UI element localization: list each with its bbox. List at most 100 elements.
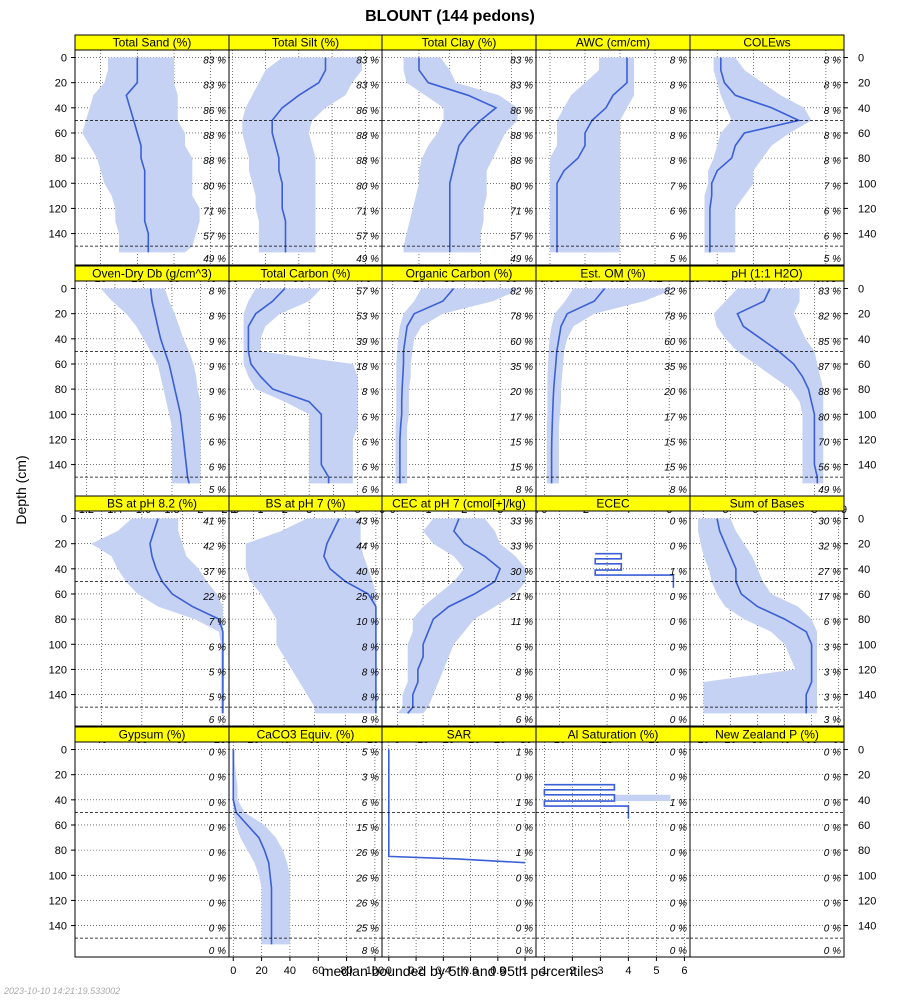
pct-label: 57 % <box>203 232 226 243</box>
pct-label: 41 % <box>203 517 226 528</box>
y-tick-label: 140 <box>49 229 67 241</box>
strip-label: Oven-Dry Db (g/cm^3) <box>92 267 212 281</box>
grid <box>536 742 690 957</box>
percentile-band <box>388 749 526 863</box>
panel-frame <box>535 510 691 727</box>
pct-label: 20 % <box>663 387 687 398</box>
pct-label: 1 % <box>670 567 687 578</box>
percentile-band <box>395 288 522 484</box>
y-tick-label: 40 <box>858 564 870 576</box>
pct-label: 0 % <box>209 946 226 957</box>
pct-label: 88 % <box>356 156 379 167</box>
percentile-band <box>704 57 812 253</box>
pct-label: 49 % <box>818 485 841 496</box>
pct-label: 39 % <box>356 337 379 348</box>
pct-label: 0 % <box>670 667 687 678</box>
panel-frame <box>381 741 537 958</box>
pct-label: 0 % <box>824 798 841 809</box>
pct-label: 57 % <box>510 232 533 243</box>
pct-label: 5 % <box>209 485 226 496</box>
pct-label: 5 % <box>209 693 226 704</box>
pct-label: 40 % <box>356 567 379 578</box>
pct-label: 6 % <box>209 715 226 726</box>
x-tick-label: 20 <box>255 965 267 977</box>
pct-label: 6 % <box>362 437 379 448</box>
pct-label: 49 % <box>510 254 533 265</box>
pct-label: 80 % <box>356 181 379 192</box>
strip-label: Gypsum (%) <box>119 728 186 742</box>
series <box>100 288 201 484</box>
strip-label: CEC at pH 7 (cmol[+]/kg) <box>392 497 526 511</box>
pct-label: 5 % <box>362 748 379 759</box>
median-line <box>232 749 273 945</box>
y-tick-label: 40 <box>55 564 67 576</box>
percentile-band <box>233 749 290 945</box>
strip-label: Total Sand (%) <box>113 36 192 50</box>
percentile-band <box>698 518 817 714</box>
pct-label: 17 % <box>664 412 687 423</box>
panel: BS at pH 8.2 (%) 41 % 42 % 37 % 22 % 7 % 6 % 5 … <box>49 495 232 746</box>
strip-label: Est. OM (%) <box>580 267 645 281</box>
y-tick-label: 60 <box>858 359 870 371</box>
series <box>403 57 518 253</box>
grid <box>382 742 536 957</box>
timestamp: 2023-10-10 14:21:19.533002 <box>3 986 120 996</box>
pct-label: 0 % <box>209 823 226 834</box>
pct-label: 0 % <box>824 773 841 784</box>
median-line <box>271 57 327 253</box>
percentile-band <box>100 288 201 484</box>
pct-label: 56 % <box>818 463 841 474</box>
pct-label: 22 % <box>202 592 226 603</box>
pct-label: 0 % <box>824 898 841 909</box>
y-tick-label: 60 <box>858 589 870 601</box>
pct-label: 15 % <box>356 823 379 834</box>
strip-label: New Zealand P (%) <box>715 728 819 742</box>
pct-label: 82 % <box>818 312 841 323</box>
pct-label: 8 % <box>516 693 533 704</box>
panel: BS at pH 7 (%) 43 % 44 % 40 % 25 % 10 % 8 % 8 %… <box>228 495 385 746</box>
grid <box>536 511 690 726</box>
pct-label: 3 % <box>362 773 379 784</box>
percentile-band <box>403 57 518 253</box>
percentile-band <box>713 288 824 484</box>
pct-label: 88 % <box>818 387 841 398</box>
pct-label: 80 % <box>818 412 841 423</box>
panel-grid: Total Sand (%) 83 % 83 % 86 % 88 % 88 % 80 % 71… <box>49 34 876 977</box>
panel-frame <box>535 741 691 958</box>
strip-label: CaCO3 Equiv. (%) <box>257 728 355 742</box>
strip-label: Total Silt (%) <box>272 36 339 50</box>
pct-label: 6 % <box>209 412 226 423</box>
pct-label: 0 % <box>670 848 687 859</box>
y-tick-label: 140 <box>49 690 67 702</box>
pct-label: 6 % <box>209 463 226 474</box>
panel: Organic Carbon (%) 82 % 78 % 60 % 35 % 20 % 17… <box>381 265 539 516</box>
pct-label: 15 % <box>510 437 533 448</box>
pct-label: 83 % <box>356 81 379 92</box>
series <box>388 749 526 864</box>
series <box>594 552 675 588</box>
pct-label: 0 % <box>209 898 226 909</box>
y-tick-label: 40 <box>858 103 870 115</box>
x-tick-label: 1 <box>522 965 528 977</box>
y-tick-label: 20 <box>55 309 67 321</box>
strip-label: BS at pH 8.2 (%) <box>107 497 197 511</box>
y-tick-label: 0 <box>61 53 67 65</box>
pct-label: 78 % <box>664 312 687 323</box>
x-tick-label: 2 <box>569 965 575 977</box>
pct-label: 0 % <box>516 898 533 909</box>
y-tick-label: 60 <box>55 589 67 601</box>
median-line <box>399 287 455 484</box>
strip-label: BS at pH 7 (%) <box>265 497 345 511</box>
pct-label: 6 % <box>824 617 841 628</box>
pct-label: 15 % <box>510 463 533 474</box>
pct-label: 8 % <box>362 715 379 726</box>
pct-label: 3 % <box>824 715 841 726</box>
pct-label: 8 % <box>824 156 841 167</box>
strip-label: Organic Carbon (%) <box>406 267 513 281</box>
pct-label: 17 % <box>818 592 841 603</box>
strip-label: Sum of Bases <box>730 497 805 511</box>
y-tick-label: 0 <box>61 514 67 526</box>
percentile-band <box>243 288 358 484</box>
pct-label: 86 % <box>356 106 379 117</box>
pct-label: 3 % <box>824 667 841 678</box>
